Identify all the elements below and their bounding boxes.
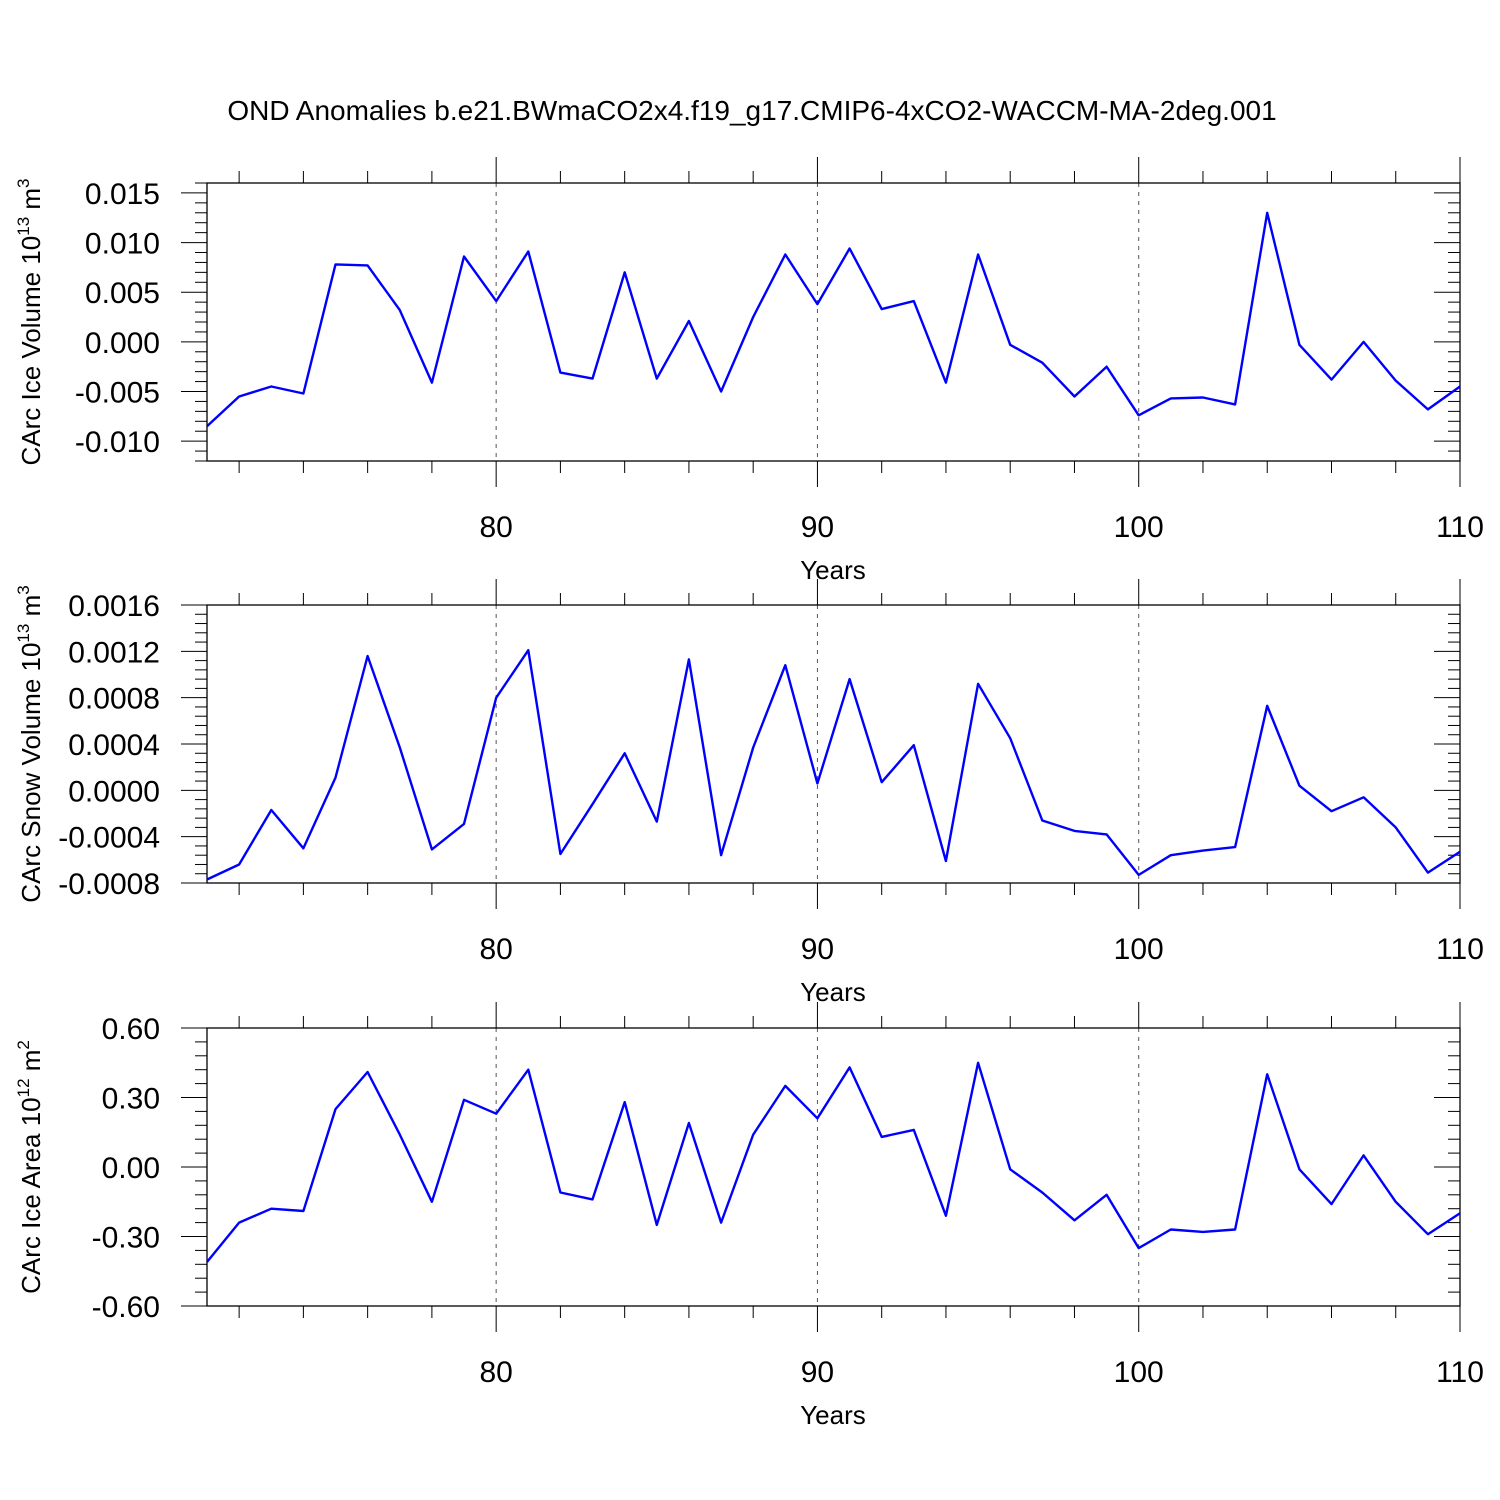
y-axis-label-exponent: 12	[14, 1078, 33, 1097]
y-tick-label: 0.010	[85, 228, 160, 261]
y-axis-label-unit: m	[16, 188, 46, 217]
y-tick-label: -0.30	[92, 1222, 160, 1255]
y-axis-label-main: CArc Snow Volume 10	[16, 643, 46, 903]
plot-frame	[206, 1027, 1461, 1307]
y-tick-label: -0.0008	[58, 868, 160, 901]
y-axis-label-unit-exponent: 3	[14, 178, 33, 187]
figure-title: OND Anomalies b.e21.BWmaCO2x4.f19_g17.CM…	[227, 95, 1276, 126]
y-axis-label: CArc Ice Area 1012 m2	[14, 1040, 46, 1294]
y-axis-label-exponent: 13	[14, 217, 33, 236]
y-tick-label: 0.0004	[68, 729, 160, 762]
y-tick-label: 0.00	[102, 1152, 160, 1185]
panel-ice-area: 80 90 100 110 Years -0.60 -0.30 0.00 0.30 0.60 CAr…	[14, 1002, 1484, 1430]
x-axis-label: Years	[800, 555, 866, 585]
series-line	[206, 649, 1461, 881]
y-tick-label: -0.60	[92, 1291, 160, 1324]
x-tick-label-100: 100	[1114, 933, 1164, 966]
x-tick-label-110: 110	[1436, 1356, 1484, 1389]
y-tick-label: -0.010	[75, 426, 160, 459]
y-tick-label: -0.0004	[58, 822, 160, 855]
y-tick-label: 0.0016	[68, 590, 160, 623]
y-tick-label: -0.005	[75, 377, 160, 410]
plot-frame	[206, 604, 1461, 884]
y-tick-label: 0.30	[102, 1083, 160, 1116]
y-axis-label-exponent: 13	[14, 624, 33, 643]
x-tick-label-80: 80	[479, 933, 512, 966]
x-axis-label: Years	[800, 977, 866, 1007]
x-tick-label-80: 80	[479, 1356, 512, 1389]
x-tick-label-100: 100	[1114, 1356, 1164, 1389]
y-axis-label-unit: m	[16, 1050, 46, 1079]
y-axis-label-unit-exponent: 2	[14, 1040, 33, 1049]
plot-frame	[206, 182, 1461, 462]
x-tick-label-100: 100	[1114, 511, 1164, 544]
y-tick-label: 0.0000	[68, 775, 160, 808]
x-axis-label: Years	[800, 1400, 866, 1430]
y-tick-label: 0.60	[102, 1013, 160, 1046]
x-tick-label-90: 90	[801, 933, 834, 966]
y-axis-label-unit-exponent: 3	[14, 585, 33, 594]
x-tick-label-90: 90	[801, 511, 834, 544]
series-line	[206, 1061, 1461, 1263]
panel-ice-volume: 80 90 100 110 Years -0.010 -0.005 0.000 0.005 0.0…	[14, 157, 1484, 585]
y-tick-label: 0.005	[85, 277, 160, 310]
panel-snow-volume: 80 90 100 110 Years -0.0008 -0.0004 0.0000 0.000…	[14, 579, 1484, 1007]
y-axis-label-main: CArc Ice Area 10	[16, 1097, 46, 1294]
y-tick-label: 0.000	[85, 327, 160, 360]
x-tick-label-110: 110	[1436, 511, 1484, 544]
y-axis-label: CArc Ice Volume 1013 m3	[14, 178, 46, 465]
series-line	[206, 211, 1461, 428]
y-axis-label-main: CArc Ice Volume 10	[16, 236, 46, 466]
y-tick-label: 0.0008	[68, 683, 160, 716]
x-tick-label-110: 110	[1436, 933, 1484, 966]
y-tick-label: 0.0012	[68, 636, 160, 669]
x-tick-label-90: 90	[801, 1356, 834, 1389]
x-tick-label-80: 80	[479, 511, 512, 544]
y-axis-label: CArc Snow Volume 1013 m3	[14, 585, 46, 902]
y-tick-label: 0.015	[85, 178, 160, 211]
y-axis-label-unit: m	[16, 595, 46, 624]
